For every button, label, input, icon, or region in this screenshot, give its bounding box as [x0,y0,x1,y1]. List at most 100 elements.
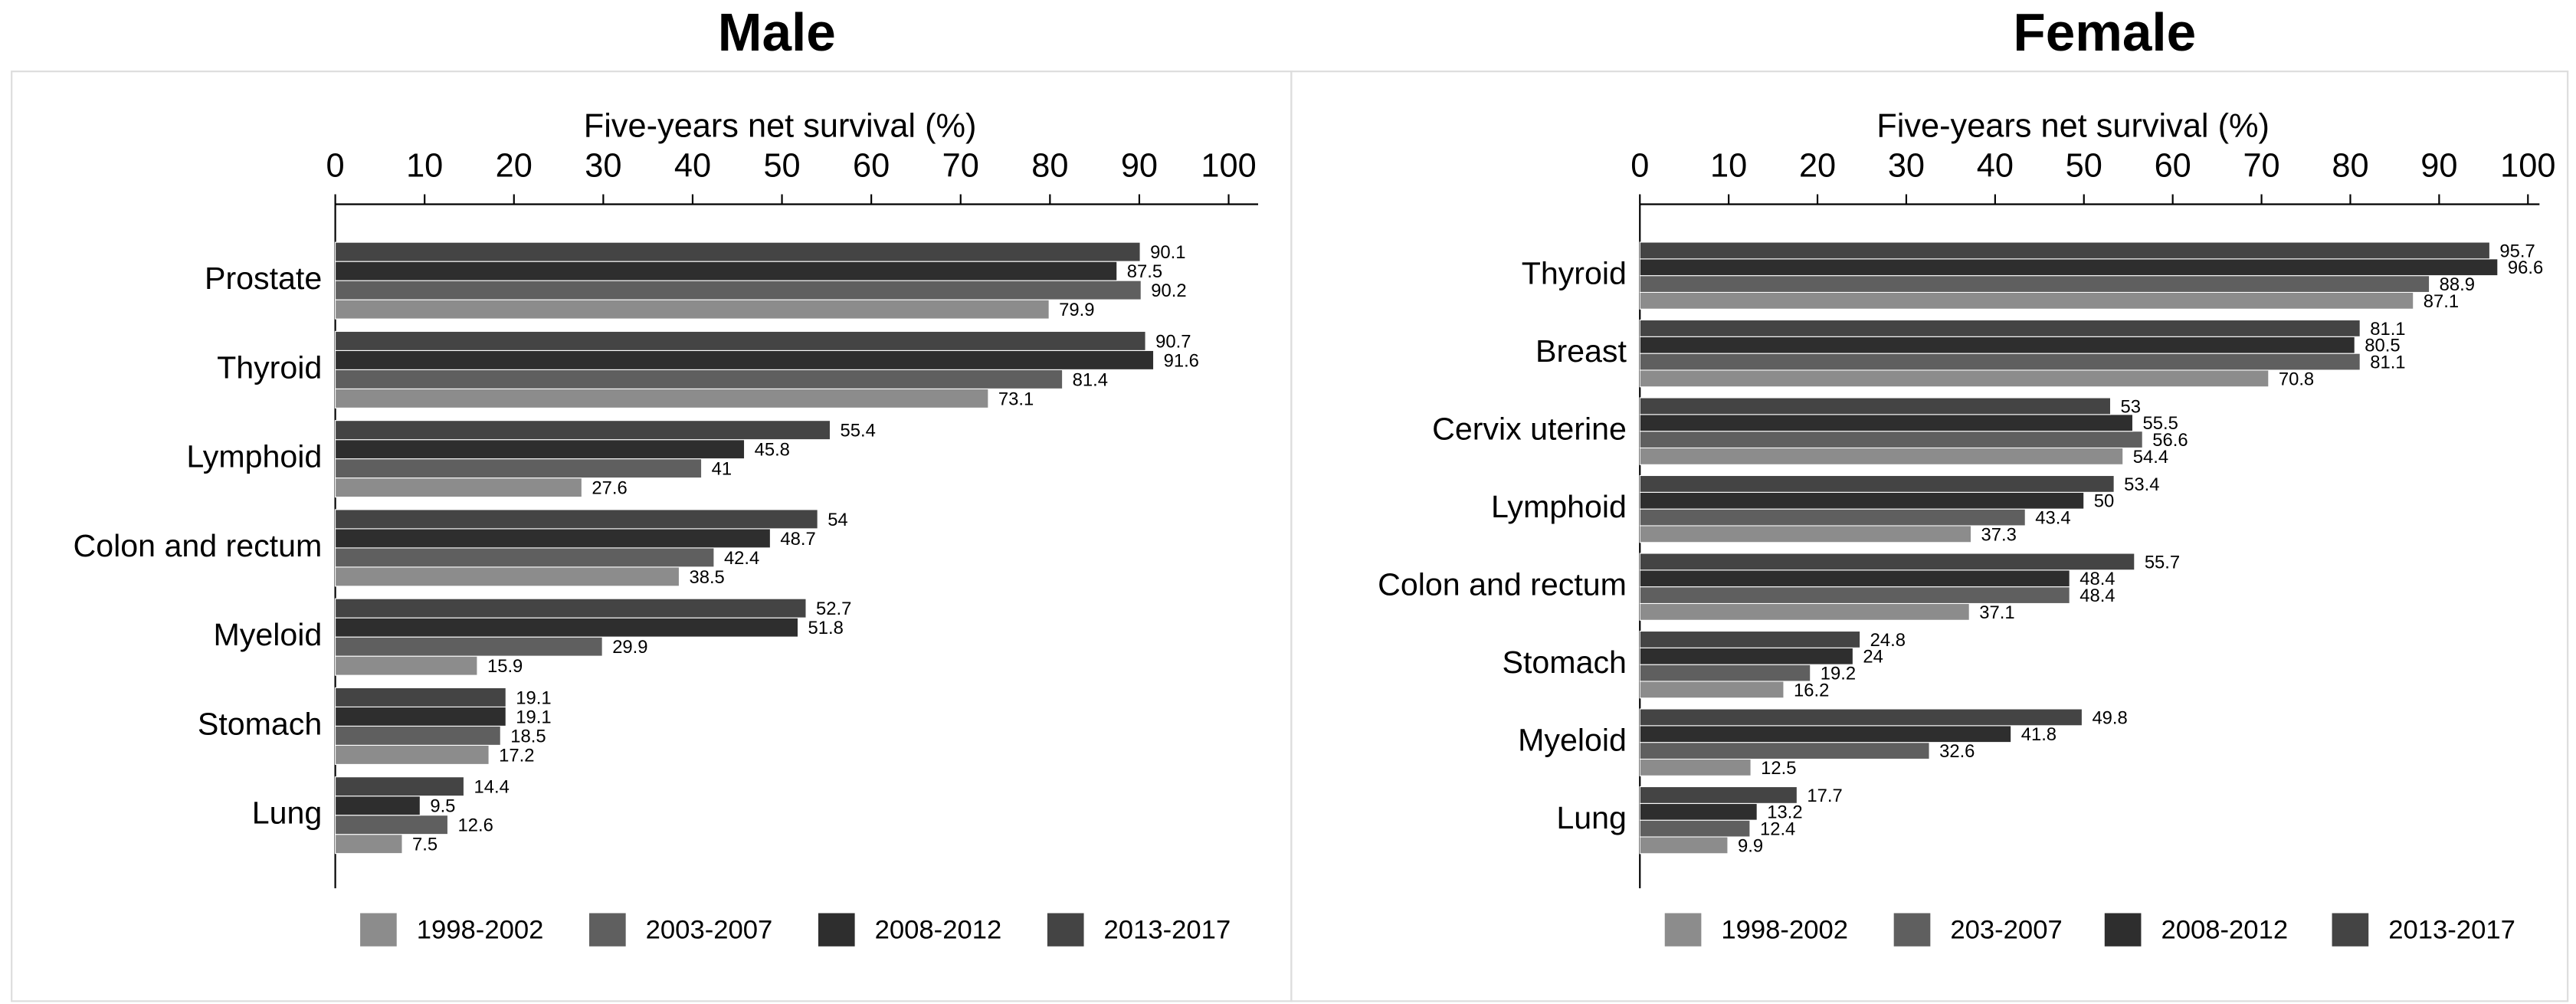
panel-frame [1290,71,2569,1002]
x-tick-label: 80 [2332,147,2368,184]
bar [1639,474,2115,493]
value-label: 16.2 [1794,680,1829,701]
value-label: 54 [828,510,848,530]
value-label: 15.9 [487,656,523,677]
category-label: Stomach [1503,645,1627,680]
value-label: 12.6 [457,815,493,836]
x-tick-label: 60 [853,147,890,184]
chart-title: Female [2013,2,2196,62]
value-label: 45.8 [755,440,790,461]
bar [1639,569,2070,588]
bar [1639,836,1729,855]
value-label: 7.5 [412,835,438,855]
value-label: 42.4 [724,548,759,569]
bar [335,725,501,746]
bar [1639,258,2499,277]
value-label: 18.5 [510,726,546,746]
x-tick-label: 10 [1710,147,1747,184]
x-axis-label: Five-years net survival (%) [584,107,977,144]
legend-label: 1998-2002 [417,915,544,944]
bar [1639,819,1751,838]
bar [335,815,449,835]
x-tick-label: 90 [1121,147,1158,184]
legend-label: 2008-2012 [875,915,1002,944]
category-label: Myeloid [1518,723,1627,758]
value-label: 51.8 [808,618,844,638]
chart-title: Male [718,2,836,62]
value-label: 13.2 [1767,802,1802,823]
category-label: Lymphoid [1491,489,1627,524]
value-label: 17.7 [1807,786,1842,806]
value-label: 90.2 [1151,281,1186,301]
bar [1639,725,2012,743]
legend-label: 2008-2012 [2161,915,2288,944]
bar [335,547,715,568]
value-label: 53.4 [2124,474,2159,495]
value-label: 91.6 [1164,350,1199,371]
bar [1639,397,2112,415]
value-label: 38.5 [689,567,724,588]
legend-label: 203-2007 [1950,915,2062,944]
bar [1639,369,2270,388]
value-label: 81.4 [1073,369,1108,390]
category-label: Lymphoid [186,439,322,474]
bar [1639,708,2083,727]
bar [1639,664,1811,682]
bar [1639,336,2355,354]
value-label: 24.8 [1870,630,1906,651]
bar [1639,491,2085,510]
x-tick-label: 60 [2155,147,2191,184]
x-tick-label: 70 [942,147,979,184]
bar [335,566,680,587]
value-label: 55.4 [841,421,876,441]
bar [1639,586,2070,605]
bar [335,388,989,408]
bar [335,744,490,765]
value-label: 48.4 [2079,569,2115,589]
bar [1639,241,2490,260]
bar [1639,508,2026,527]
bar [1639,291,2414,310]
value-label: 55.7 [2145,552,2180,573]
x-tick-label: 50 [2066,147,2102,184]
value-label: 87.5 [1127,261,1162,282]
value-label: 41 [712,459,732,480]
category-label: Stomach [198,706,322,741]
value-label: 19.2 [1821,664,1856,684]
value-label: 73.1 [998,389,1034,409]
x-axis-label: Five-years net survival (%) [1876,107,2270,144]
x-tick-label: 100 [1201,147,1256,184]
x-tick-label: 10 [406,147,443,184]
value-label: 9.9 [1738,835,1763,856]
value-label: 27.6 [592,478,627,499]
category-label: Colon and rectum [1378,567,1627,602]
bar [335,655,478,676]
value-label: 19.1 [516,687,551,708]
value-label: 29.9 [612,637,647,658]
legend-label: 2013-2017 [2388,915,2515,944]
bar [335,598,807,618]
value-label: 81.1 [2370,319,2405,340]
x-tick-label: 80 [1031,147,1068,184]
value-label: 19.1 [516,707,551,727]
value-label: 70.8 [2279,369,2314,389]
bar [1639,319,2361,337]
value-label: 88.9 [2440,274,2475,295]
x-tick-label: 100 [2500,147,2555,184]
x-tick-label: 20 [1799,147,1836,184]
legend-swatch [589,913,626,947]
value-label: 56.6 [2152,430,2188,451]
value-label: 49.8 [2092,707,2127,728]
value-label: 41.8 [2021,724,2057,745]
value-label: 52.7 [816,599,851,619]
value-label: 37.3 [1981,524,2017,545]
bar [335,796,421,816]
value-label: 81.1 [2370,353,2405,373]
category-label: Breast [1535,333,1627,369]
legend-label: 1998-2002 [1721,915,1848,944]
value-label: 17.2 [499,745,534,766]
legend-label: 2003-2007 [646,915,773,944]
value-label: 48.7 [780,529,815,550]
